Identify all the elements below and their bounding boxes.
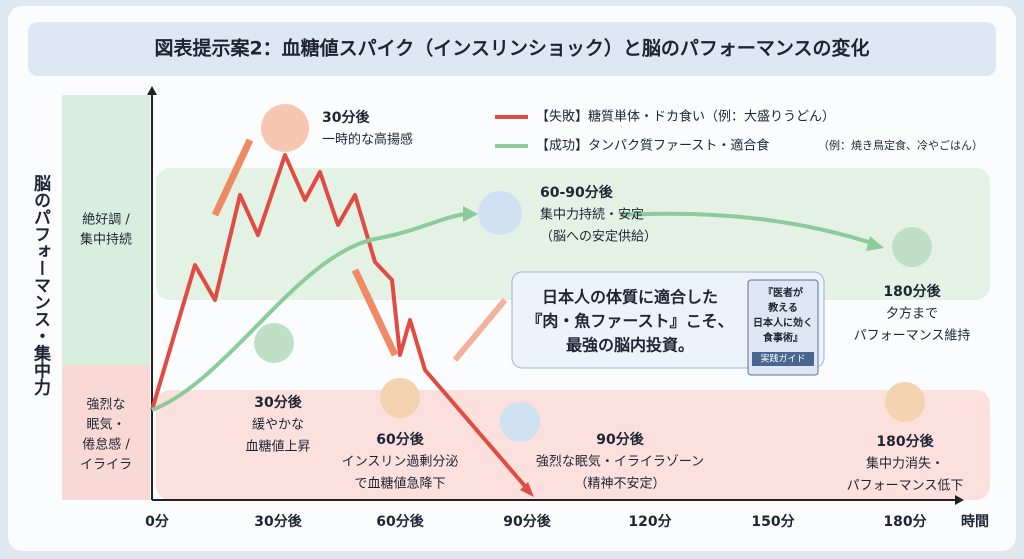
- legend-label: 【成功】タンパク質ファースト・適合食: [536, 138, 769, 154]
- annotation: インスリン過剰分泌: [342, 455, 459, 470]
- annotation: 夕方まで: [886, 306, 938, 322]
- drop-arrow: [351, 268, 399, 357]
- annotation: （精神不安定）: [574, 477, 665, 492]
- arrow-head: [866, 236, 884, 251]
- book: [747, 279, 819, 376]
- book-badge-label: 実践ガイド: [760, 353, 805, 365]
- annotation: 180分後: [876, 433, 934, 450]
- message-arrow: [452, 298, 508, 362]
- annotation: 血糖値上昇: [245, 439, 310, 455]
- bad-zone-side: [62, 365, 150, 500]
- annotation: 90分後: [596, 431, 644, 448]
- bad-zone: [156, 390, 990, 500]
- annotation: 60-90分後: [540, 184, 614, 201]
- annotation: 緩やかな: [252, 418, 304, 433]
- message-line: 日本人の体質に適合した: [542, 288, 718, 307]
- annotation: （脳への安定供給）: [540, 230, 657, 245]
- face-icon: [380, 378, 420, 418]
- axis-arrow: [147, 86, 157, 95]
- x-tick-label: 30分後: [254, 513, 302, 530]
- annotation: 一時的な高揚感: [322, 132, 413, 148]
- book-title: 日本人に効く: [753, 316, 813, 329]
- zone-label: 眠気・: [86, 417, 125, 433]
- axis-arrow: [955, 495, 964, 505]
- annotation: で血糖値急降下: [354, 476, 445, 492]
- x-tick-label: 90分後: [503, 513, 551, 530]
- message-box: [511, 271, 825, 369]
- rise-arrow: [211, 138, 254, 217]
- x-tick-label: 0分: [145, 514, 169, 530]
- book-title: 教える: [767, 301, 798, 314]
- face-icon: [478, 191, 522, 235]
- legend-note: （例：焼き鳥定食、冷やごはん）: [818, 138, 983, 152]
- brain-icon: [892, 227, 932, 267]
- book-title: 食事術』: [762, 331, 803, 344]
- good-zone: [156, 168, 990, 300]
- x-tick-label: 150分: [751, 514, 794, 530]
- annotation: 集中力持続・安定: [540, 207, 644, 223]
- face-icon: [500, 402, 540, 442]
- legend-label: 【失敗】糖質単体・ドカ食い（例：大盛りうどん）: [536, 109, 835, 125]
- good-zone-side: [62, 95, 150, 365]
- failure-curve: [150, 153, 532, 494]
- book-badge: [752, 352, 814, 366]
- y-axis-label: 脳のパフォーマンス・集中力: [30, 174, 52, 396]
- title: 図表提示案2：血糖値スパイク（インスリンショック）と脳のパフォーマンスの変化: [154, 37, 869, 60]
- annotation: 30分後: [254, 394, 302, 411]
- arrow-head: [520, 482, 534, 497]
- zone-label: イライラ: [80, 458, 132, 473]
- annotation: 180分後: [883, 283, 941, 300]
- face-icon: [885, 382, 925, 422]
- zone-label: 強烈な: [86, 398, 125, 413]
- x-tick-label: 180分: [883, 514, 926, 530]
- annotation: パフォーマンス低下: [847, 479, 964, 494]
- book-title: 『医者が: [763, 286, 804, 299]
- annotation: 集中力消失・: [866, 456, 944, 472]
- arrow-head: [463, 206, 478, 222]
- zone-label: 倦怠感 /: [82, 437, 130, 453]
- brain-icon: [254, 323, 294, 363]
- x-axis-label: 時間: [961, 513, 989, 530]
- brain-icon: [261, 104, 309, 152]
- zone-label: 絶好調 /: [82, 212, 130, 228]
- annotation: 30分後: [322, 109, 370, 126]
- zone-label: 集中持続: [80, 232, 132, 248]
- success-arrow: [619, 211, 876, 246]
- x-tick-label: 120分: [628, 514, 671, 530]
- x-tick-label: 60分後: [376, 513, 424, 530]
- title-box: [28, 22, 996, 76]
- annotation: 60分後: [376, 431, 424, 448]
- success-curve: [151, 212, 466, 412]
- message-line: 『肉・魚ファースト』こそ、: [526, 312, 733, 331]
- annotation: 強烈な眠気・イライラゾーン: [536, 454, 704, 470]
- message-line: 最強の脳内投資。: [566, 336, 694, 355]
- annotation: パフォーマンス維持: [854, 329, 971, 344]
